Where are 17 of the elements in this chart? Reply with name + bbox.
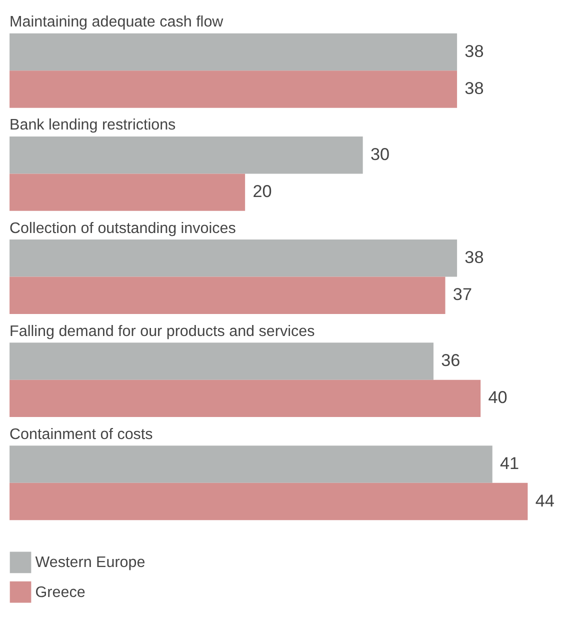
data-label: 30 xyxy=(370,144,390,164)
y-tick-label: Collection of outstanding invoices xyxy=(10,220,236,237)
data-label: 36 xyxy=(441,350,460,370)
data-label: 38 xyxy=(464,246,484,267)
data-label: 40 xyxy=(488,387,508,408)
y-tick-label: Falling demand for our products and services xyxy=(10,322,316,340)
data-label: 38 xyxy=(464,40,484,61)
legend-label: Western Europe xyxy=(35,554,146,572)
legend-label: Greece xyxy=(35,584,86,601)
data-label: 41 xyxy=(500,453,520,474)
y-tick-label: Containment of costs xyxy=(10,426,154,443)
data-label: 38 xyxy=(464,78,484,98)
data-label: 37 xyxy=(452,284,472,304)
data-label: 44 xyxy=(535,490,555,510)
data-label: 20 xyxy=(252,181,272,202)
y-tick-label: Bank lending restrictions xyxy=(10,116,176,134)
y-tick-label: Maintaining adequate cash flow xyxy=(10,14,224,31)
